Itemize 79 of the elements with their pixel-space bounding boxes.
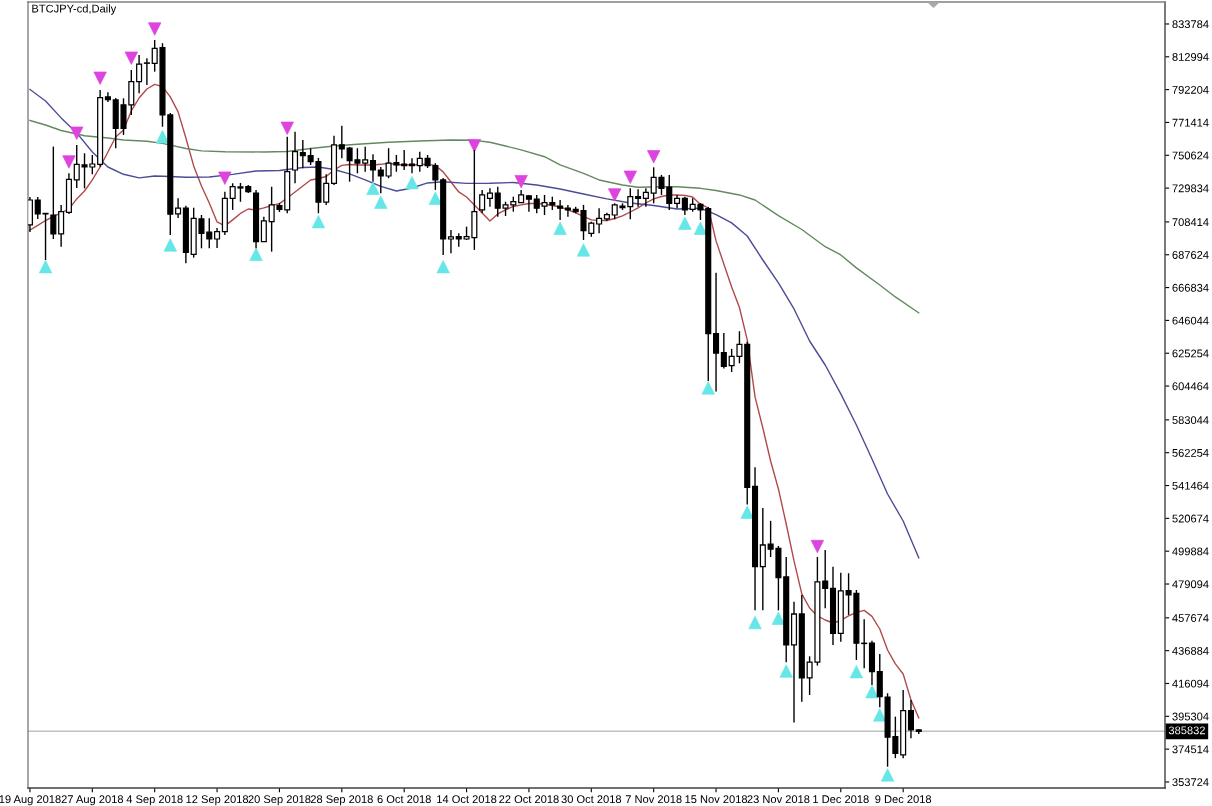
y-tick-label: 562254 [1172, 448, 1209, 457]
candlestick [260, 216, 267, 243]
candlestick [557, 199, 564, 221]
y-tick-label: 833784 [1172, 20, 1209, 29]
y-tick-label: 374514 [1172, 745, 1209, 754]
candlestick [907, 699, 915, 739]
x-tick-label: 27 Aug 2018 [61, 795, 124, 806]
candlestick [416, 150, 423, 173]
y-tick-label: 646044 [1172, 316, 1209, 325]
y-tick-label: 457674 [1172, 614, 1209, 622]
candlestick [362, 145, 369, 173]
candlestick [143, 57, 150, 86]
y-tick-label: 625254 [1172, 349, 1209, 358]
candlestick [408, 157, 416, 175]
y-tick-label: 479094 [1172, 580, 1209, 589]
candlestick [681, 195, 688, 216]
x-tick-label: 4 Sep 2018 [126, 795, 183, 806]
candlestick [291, 130, 299, 184]
candlestick [104, 91, 111, 103]
candlestick [822, 549, 829, 610]
candlestick [377, 166, 384, 194]
point [38, 260, 53, 274]
candlestick [635, 188, 642, 208]
y-tick-label: 520674 [1172, 514, 1209, 523]
y-tick-label: 436884 [1172, 646, 1209, 655]
candlestick [136, 54, 143, 94]
x-tick-label: 20 Sep 2018 [248, 795, 311, 806]
candlestick [447, 229, 455, 254]
candlestick [759, 507, 766, 612]
y-tick-label: 541464 [1172, 481, 1209, 490]
ref-line-label: 385832 [1168, 726, 1205, 735]
candlestick [642, 187, 649, 208]
candlestick [58, 204, 65, 248]
candlestick [401, 149, 408, 171]
x-tick-label: 14 Oct 2018 [437, 795, 497, 804]
y-tick-label: 604464 [1172, 382, 1209, 391]
x-tick-label: 1 Dec 2018 [813, 795, 869, 804]
y-tick-label: 666834 [1172, 283, 1209, 292]
y-tick-label: 792204 [1172, 85, 1209, 94]
x-tick-label: 15 Nov 2018 [685, 795, 748, 804]
line-series [29, 119, 920, 314]
candlestick [323, 173, 330, 206]
candlestick [299, 139, 306, 169]
x-tick-label: 7 Nov 2018 [625, 795, 682, 804]
y-tick-label: 812994 [1172, 53, 1209, 61]
y-tick-label: 416094 [1172, 679, 1209, 688]
chart-title: BTCJPY-cd,Daily [32, 4, 117, 15]
candlestick [479, 189, 486, 214]
y-tick-label: 395304 [1172, 712, 1209, 721]
point [514, 175, 528, 189]
y-tick-label: 708414 [1172, 218, 1209, 227]
y-tick-label: 499884 [1172, 547, 1209, 556]
x-tick-label: 19 Aug 2018 [0, 795, 61, 806]
x-tick-label: 12 Sep 2018 [186, 795, 249, 806]
candlestick [720, 332, 727, 370]
line-series [29, 88, 920, 559]
y-tick-label: 353724 [1172, 778, 1209, 787]
y-tick-label: 583044 [1172, 416, 1209, 425]
x-tick-label: 9 Dec 2018 [875, 795, 932, 804]
candlestick [175, 197, 182, 219]
x-tick-label: 22 Oct 2018 [499, 795, 559, 804]
candlestick [596, 207, 603, 235]
line-series [29, 83, 920, 719]
x-tick-label: 23 Nov 2018 [747, 795, 810, 804]
x-tick-label: 6 Oct 2018 [377, 795, 431, 804]
candlestick [564, 204, 571, 218]
candlestick [338, 124, 345, 160]
y-tick-label: 687624 [1172, 251, 1209, 259]
point [865, 685, 879, 699]
x-tick-label: 28 Sep 2018 [310, 795, 373, 806]
candlestick [369, 153, 377, 183]
candlestick [214, 227, 221, 249]
candlestick [713, 271, 720, 393]
candlestick [486, 187, 493, 208]
x-tick-label: 30 Oct 2018 [561, 795, 622, 804]
y-tick-label: 729834 [1172, 184, 1209, 193]
y-tick-label: 771414 [1172, 118, 1209, 127]
y-tick-label: 750624 [1172, 151, 1209, 160]
candlestick [525, 194, 532, 213]
